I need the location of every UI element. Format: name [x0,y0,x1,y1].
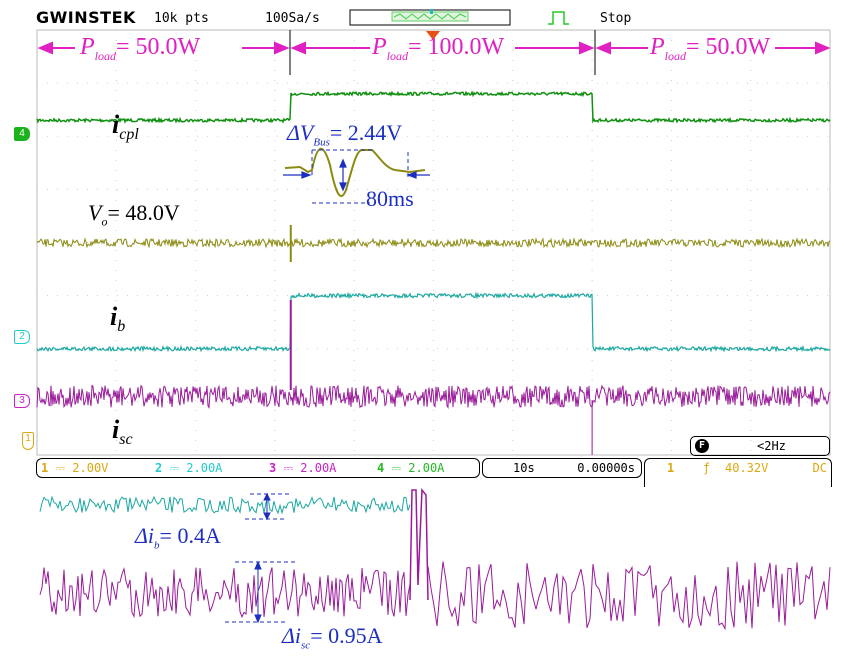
dib-label: Δib= 0.4A [135,523,221,551]
freq-icon: F [695,439,709,453]
delta-v: ΔV [287,120,314,145]
trace-i-sc [36,384,831,410]
di-sub: sc [301,639,311,652]
duration-label: 80ms [366,186,414,211]
di-value: = 0.95A [310,623,383,648]
dc-icon: ⎓ [283,461,294,475]
ch1-setting[interactable]: 1 ⎓ 2.00V [41,459,108,477]
dv-value: = 2.44V [329,120,403,145]
ch4-marker[interactable]: 4 [14,127,30,141]
trigger-setting[interactable]: 1 ƒ 40.32V DC [644,458,832,487]
delta-i: Δi [282,623,302,648]
i-symbol: i [112,110,120,139]
bottom-measurements [225,492,295,624]
load-label-right: Pload= 50.0W [650,34,770,64]
dvbus-label: ΔVBus= 2.44V [287,120,402,148]
record-length: 10k pts [154,11,209,26]
vbus-dip-inset [283,147,430,204]
i-b-label: ib [110,302,125,336]
frequency-value: <2Hz [757,439,786,453]
zoom-trace-i-sc-spike [409,487,429,601]
load-value: = 50.0W [686,34,771,60]
ch2-setting[interactable]: 2 ⎓ 2.00A [155,459,222,477]
di-value: = 0.4A [159,523,221,548]
vo-label: Vo= 48.0V [88,200,180,229]
trigger-coupling: DC [812,461,827,475]
i-sc-label: isc [112,415,133,449]
dc-icon: ⎓ [391,461,402,475]
brand-logo: GWINSTEK [36,8,136,27]
dc-icon: ⎓ [55,461,66,475]
channel-settings[interactable]: 1 ⎓ 2.00V 2 ⎓ 2.00A 3 ⎓ 2.00A 4 ⎓ 2.00A [36,458,480,478]
waveform-traces [36,90,831,631]
i-sub: sc [119,431,133,449]
load-sub: load [386,48,409,63]
load-value: = 50.0W [116,34,201,60]
ch3-setting[interactable]: 3 ⎓ 2.00A [269,459,336,477]
sample-rate: 100Sa/s [265,11,320,26]
ch2-marker[interactable]: 2 [14,330,30,344]
ch4-num: 4 [377,461,385,475]
load-value: = 100.0W [408,34,505,60]
zoom-trace-i-sc-after [427,561,831,631]
disc-label: Δisc= 0.95A [282,623,383,651]
vo-value: = 48.0V [107,200,180,225]
ch4-setting[interactable]: 4 ⎓ 2.00A [377,459,444,477]
ch3-num: 3 [269,461,277,475]
ch4-scale: 2.00A [408,461,445,475]
load-label-mid: Pload= 100.0W [372,34,504,64]
timebase: 10s [513,461,535,475]
ch1-num: 1 [41,461,49,475]
i-cpl-label: icpl [112,110,139,144]
trace-i-cpl [36,90,831,124]
ch1-scale: 2.00V [72,461,109,475]
i-sub: b [117,318,126,336]
load-label-left: Pload= 50.0W [80,34,200,64]
trigger-edge-icon [548,11,569,25]
timebase-setting[interactable]: 10s 0.00000s [482,458,642,478]
v-sub: o [101,214,108,229]
frequency-counter: F <2Hz [690,436,830,456]
run-state[interactable]: Stop [600,11,632,26]
load-p: P [372,34,387,60]
load-sub: load [664,48,687,63]
trigger-level: 40.32V [725,461,769,475]
trace-v-o [36,237,831,249]
delta-i: Δi [135,523,155,548]
load-sub: load [94,48,117,63]
ch3-marker[interactable]: 3 [14,394,30,408]
horizontal-position: 0.00000s [577,461,635,475]
v-symbol: V [88,200,102,225]
i-symbol: i [110,302,118,331]
zoom-trace-i-b [39,495,411,515]
ch2-num: 2 [155,461,163,475]
dc-icon: ⎓ [169,461,180,475]
load-p: P [650,34,665,60]
zoom-trace-i-sc-before [39,567,411,619]
i-symbol: i [112,415,120,444]
ch1-marker[interactable]: 1 [22,432,34,450]
ch2-scale: 2.00A [186,461,223,475]
ch3-scale: 2.00A [300,461,337,475]
di-sub: b [154,539,160,552]
load-arrows [37,41,831,55]
trigger-source: 1 [667,461,675,475]
dv-sub: Bus [313,136,330,149]
load-p: P [80,34,95,60]
trace-i-b [36,291,831,353]
trigger-position-marker [426,31,440,40]
i-sub: cpl [119,126,139,144]
window-indicator [349,9,511,26]
rising-edge-icon: ƒ [703,461,711,475]
